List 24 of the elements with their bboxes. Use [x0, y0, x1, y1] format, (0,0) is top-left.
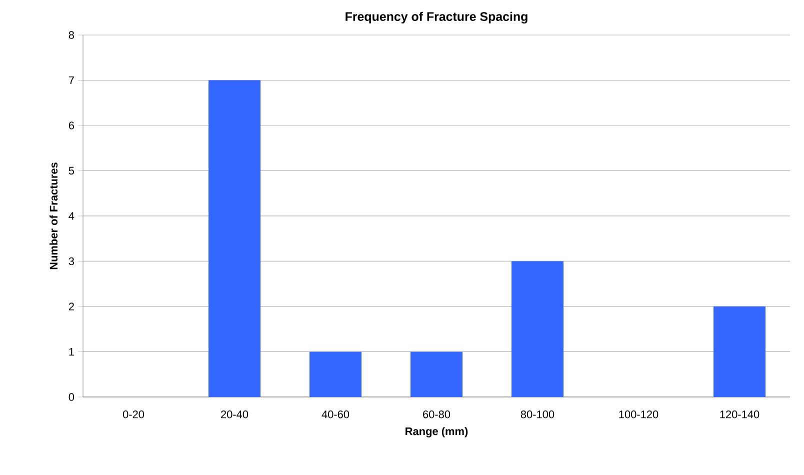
bar [310, 352, 362, 397]
y-tick-label: 7 [68, 76, 74, 84]
y-tick-label: 6 [68, 122, 74, 130]
y-tick-label: 8 [68, 31, 74, 39]
x-tick-label: 100-120 [619, 410, 658, 418]
x-tick-label: 20-40 [221, 410, 248, 418]
bar [208, 80, 261, 397]
x-tick-label: 80-100 [520, 410, 554, 418]
y-tick-label: 4 [68, 212, 74, 220]
x-tick-label: 0-20 [122, 410, 144, 418]
x-axis-title: Range (mm) [406, 427, 468, 438]
bar [410, 352, 463, 397]
chart-title: Frequency of Fracture Spacing [346, 12, 528, 24]
y-tick-label: 2 [68, 302, 74, 310]
y-tick-label: 3 [68, 257, 74, 266]
x-tick-label: 120-140 [720, 410, 760, 418]
bar [714, 306, 766, 397]
y-tick-label: 0 [68, 393, 74, 401]
y-axis-title: Number of Fractures [50, 162, 58, 270]
x-tick-label: 60-80 [423, 410, 450, 418]
x-tick-label: 40-60 [322, 410, 350, 418]
y-tick-label: 1 [69, 348, 74, 356]
y-tick-label: 5 [68, 166, 74, 175]
bar [512, 261, 564, 397]
